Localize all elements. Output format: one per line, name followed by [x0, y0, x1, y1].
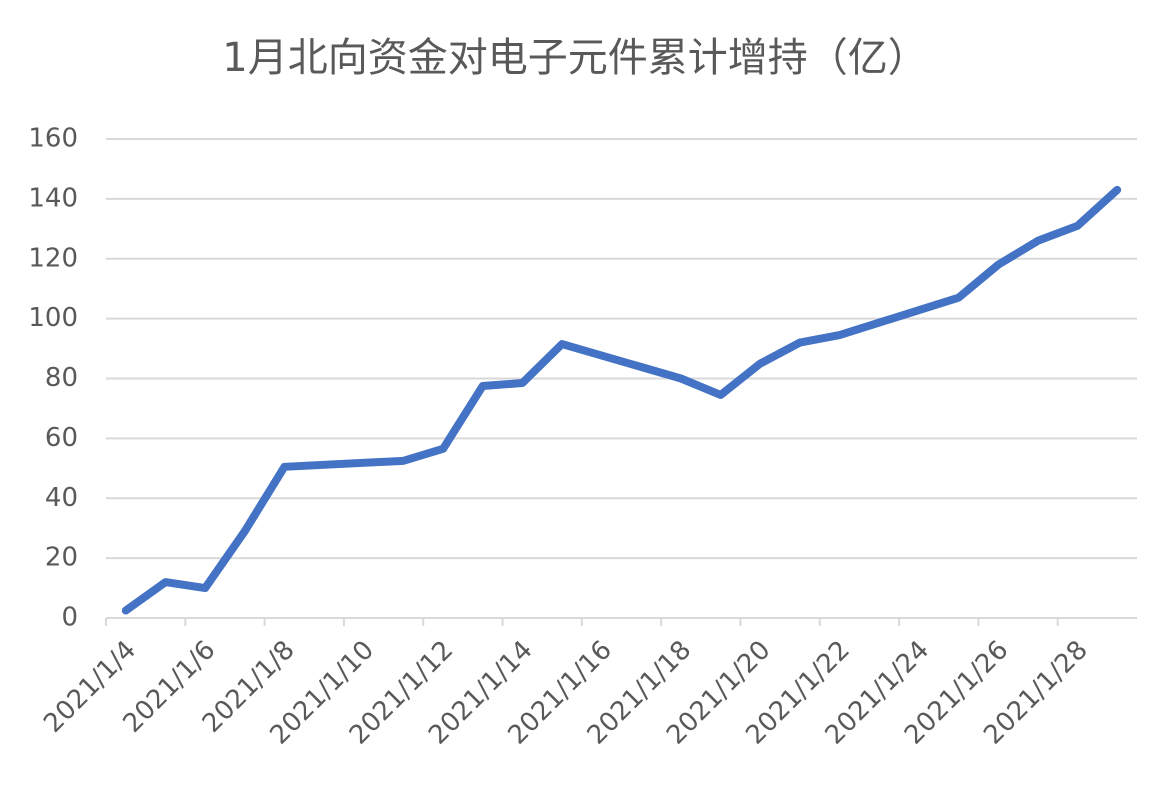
data-line — [121, 185, 1122, 615]
y-tick-label: 100 — [28, 303, 78, 333]
chart-title: 1月北向资金对电子元件累计增持（亿） — [222, 35, 927, 81]
y-tick-label: 120 — [28, 243, 78, 273]
y-tick-label: 40 — [45, 483, 78, 513]
y-tick-label: 140 — [28, 183, 78, 213]
y-tick-label: 80 — [45, 363, 78, 393]
y-tick-label: 160 — [28, 124, 78, 154]
y-tick-label: 60 — [45, 423, 78, 453]
y-tick-label: 0 — [61, 603, 78, 633]
y-tick-label: 20 — [45, 543, 78, 573]
